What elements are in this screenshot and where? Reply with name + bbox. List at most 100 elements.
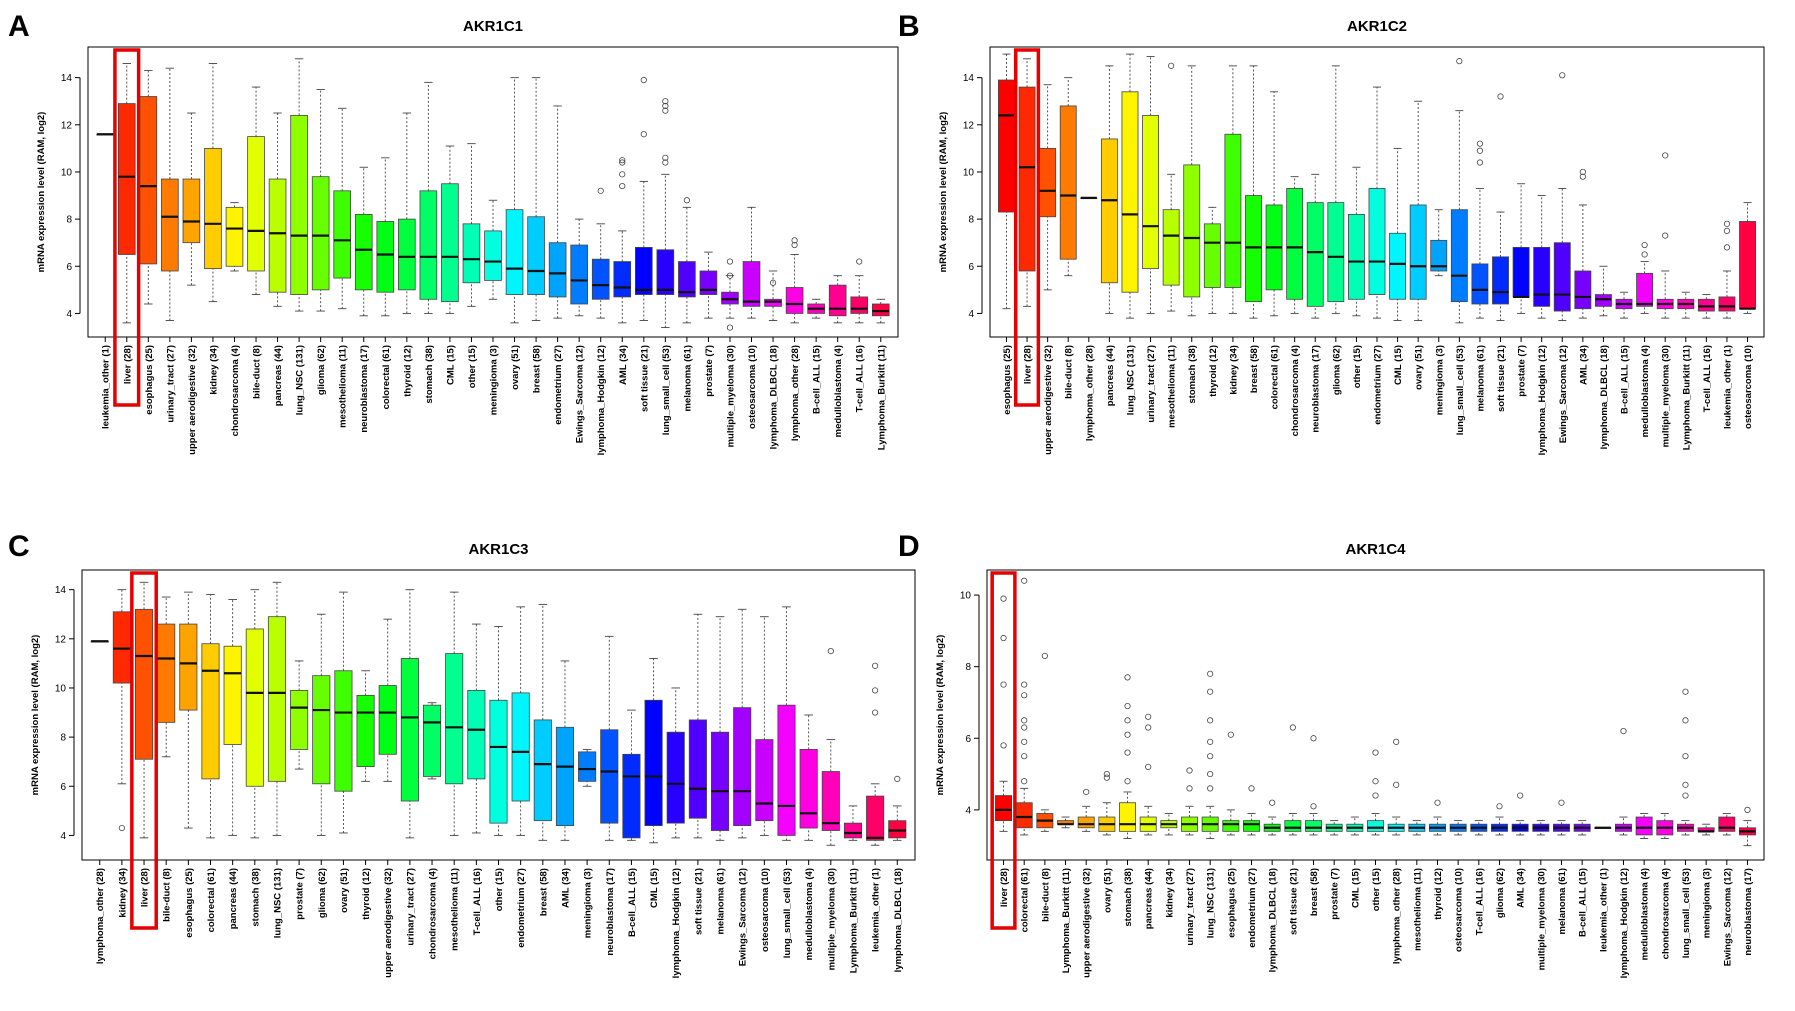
outlier-point bbox=[1124, 778, 1131, 785]
category-label: lung_small_cell (53) bbox=[661, 345, 672, 435]
outlier-point bbox=[1393, 781, 1400, 788]
box-body bbox=[1100, 138, 1118, 284]
outlier-point bbox=[640, 131, 647, 138]
box-34 bbox=[807, 298, 825, 319]
box-body bbox=[742, 261, 761, 307]
outlier-point bbox=[1559, 72, 1566, 79]
box-body bbox=[1595, 294, 1612, 307]
box-8 bbox=[1139, 713, 1157, 836]
category-label: lung_NSC (131) bbox=[295, 345, 306, 415]
outlier-point bbox=[1083, 788, 1090, 796]
outlier-point bbox=[1145, 724, 1152, 731]
category-label: B-cell_ALL (15) bbox=[627, 868, 638, 937]
outlier-point bbox=[827, 648, 834, 655]
panel-letter: D bbox=[898, 530, 920, 563]
box-body bbox=[1305, 820, 1322, 832]
category-label: neuroblastoma (17) bbox=[1311, 345, 1322, 433]
box-body bbox=[1018, 86, 1036, 272]
box-3 bbox=[1036, 652, 1054, 832]
category-label: osteosarcoma (10) bbox=[1743, 345, 1754, 429]
category-label: pancreas (44) bbox=[1144, 868, 1155, 929]
box-body bbox=[711, 731, 730, 831]
category-label: leukemia_other (1) bbox=[101, 345, 112, 429]
box-body bbox=[247, 136, 265, 272]
box-28 bbox=[1553, 72, 1571, 321]
box-35 bbox=[843, 805, 863, 841]
box-body bbox=[1553, 242, 1571, 312]
box-27 bbox=[1533, 195, 1551, 319]
outlier-point bbox=[1269, 799, 1276, 806]
outlier-point bbox=[1021, 692, 1028, 699]
category-label: mesothelioma (11) bbox=[1412, 868, 1423, 951]
category-label: CML (15) bbox=[1350, 868, 1361, 908]
box-body bbox=[850, 296, 869, 314]
box-20 bbox=[511, 606, 530, 836]
box-body bbox=[644, 699, 663, 826]
box-29 bbox=[1574, 168, 1592, 319]
panel-a: A AKR1C1 4 6 8 10 12 14 mRNA expression level (R… bbox=[8, 10, 899, 455]
box-body bbox=[699, 270, 718, 295]
box-19 bbox=[1368, 86, 1386, 319]
category-label: pancreas (44) bbox=[228, 868, 239, 929]
outlier-point bbox=[1124, 731, 1131, 738]
outlier-point bbox=[683, 197, 690, 204]
box-body bbox=[1015, 802, 1033, 829]
box-8 bbox=[247, 86, 265, 296]
category-label: glioma (62) bbox=[1495, 868, 1506, 918]
category-label: ovary (51) bbox=[1102, 868, 1113, 913]
y-axis-label: mRNA expression level (RAM, log2) bbox=[935, 635, 946, 796]
box-30 bbox=[1595, 265, 1612, 317]
box-body bbox=[1142, 114, 1159, 270]
outlier-point bbox=[1124, 702, 1131, 710]
box-26 bbox=[1512, 183, 1530, 314]
box-body bbox=[1409, 204, 1427, 300]
box-body bbox=[888, 820, 907, 839]
box-21 bbox=[533, 603, 552, 841]
box-body bbox=[505, 209, 524, 295]
box-37 bbox=[1739, 806, 1756, 847]
category-label: multiple_myeloma (30) bbox=[725, 345, 736, 447]
y-tick-label: 8 bbox=[968, 215, 974, 226]
outlier-point bbox=[1662, 152, 1669, 159]
box-27 bbox=[656, 98, 675, 329]
outlier-point bbox=[1456, 58, 1463, 65]
category-label: liver (28) bbox=[1023, 345, 1034, 384]
category-label: mesothelioma (11) bbox=[1167, 345, 1178, 428]
box-30 bbox=[1594, 826, 1612, 829]
box-body bbox=[334, 670, 353, 792]
category-label: lymphoma_other (28) bbox=[1084, 345, 1095, 441]
box-34 bbox=[1677, 688, 1694, 836]
category-label: multiple_myeloma (30) bbox=[826, 868, 837, 970]
box-body bbox=[179, 623, 198, 711]
box-body bbox=[1389, 232, 1407, 300]
outlier-point bbox=[1021, 577, 1028, 584]
box-body bbox=[354, 213, 373, 291]
box-body bbox=[1284, 820, 1302, 832]
outlier-point bbox=[1579, 173, 1586, 180]
category-label: T-cell_ALL (16) bbox=[1474, 868, 1485, 935]
box-12 bbox=[1224, 65, 1242, 314]
box-17 bbox=[1325, 820, 1343, 836]
box-16 bbox=[419, 81, 438, 314]
box-body bbox=[600, 729, 619, 824]
category-label: lung_small_cell (53) bbox=[1455, 345, 1466, 435]
category-label: Ewings_Sarcoma (12) bbox=[1722, 868, 1733, 966]
box-29 bbox=[711, 616, 730, 841]
box-24 bbox=[600, 635, 619, 841]
outlier-point bbox=[1497, 93, 1504, 100]
box-32 bbox=[777, 606, 796, 841]
category-label: chondrosarcoma (4) bbox=[1660, 868, 1671, 959]
outlier-point bbox=[1393, 738, 1400, 745]
category-label: lymphoma_Hodgkin (12) bbox=[671, 868, 682, 978]
category-label: CML (15) bbox=[1393, 345, 1404, 385]
category-label: soft tissue (21) bbox=[1496, 345, 1507, 412]
outlier-point bbox=[1682, 688, 1689, 695]
box-36 bbox=[1718, 220, 1736, 319]
category-label: glioma (62) bbox=[316, 345, 327, 395]
box-16 bbox=[1305, 735, 1322, 836]
box-9 bbox=[268, 112, 287, 307]
box-body bbox=[1533, 247, 1551, 307]
box-body bbox=[1245, 195, 1262, 303]
box-14 bbox=[1265, 91, 1283, 317]
category-label: B-cell_ALL (15) bbox=[812, 345, 823, 414]
